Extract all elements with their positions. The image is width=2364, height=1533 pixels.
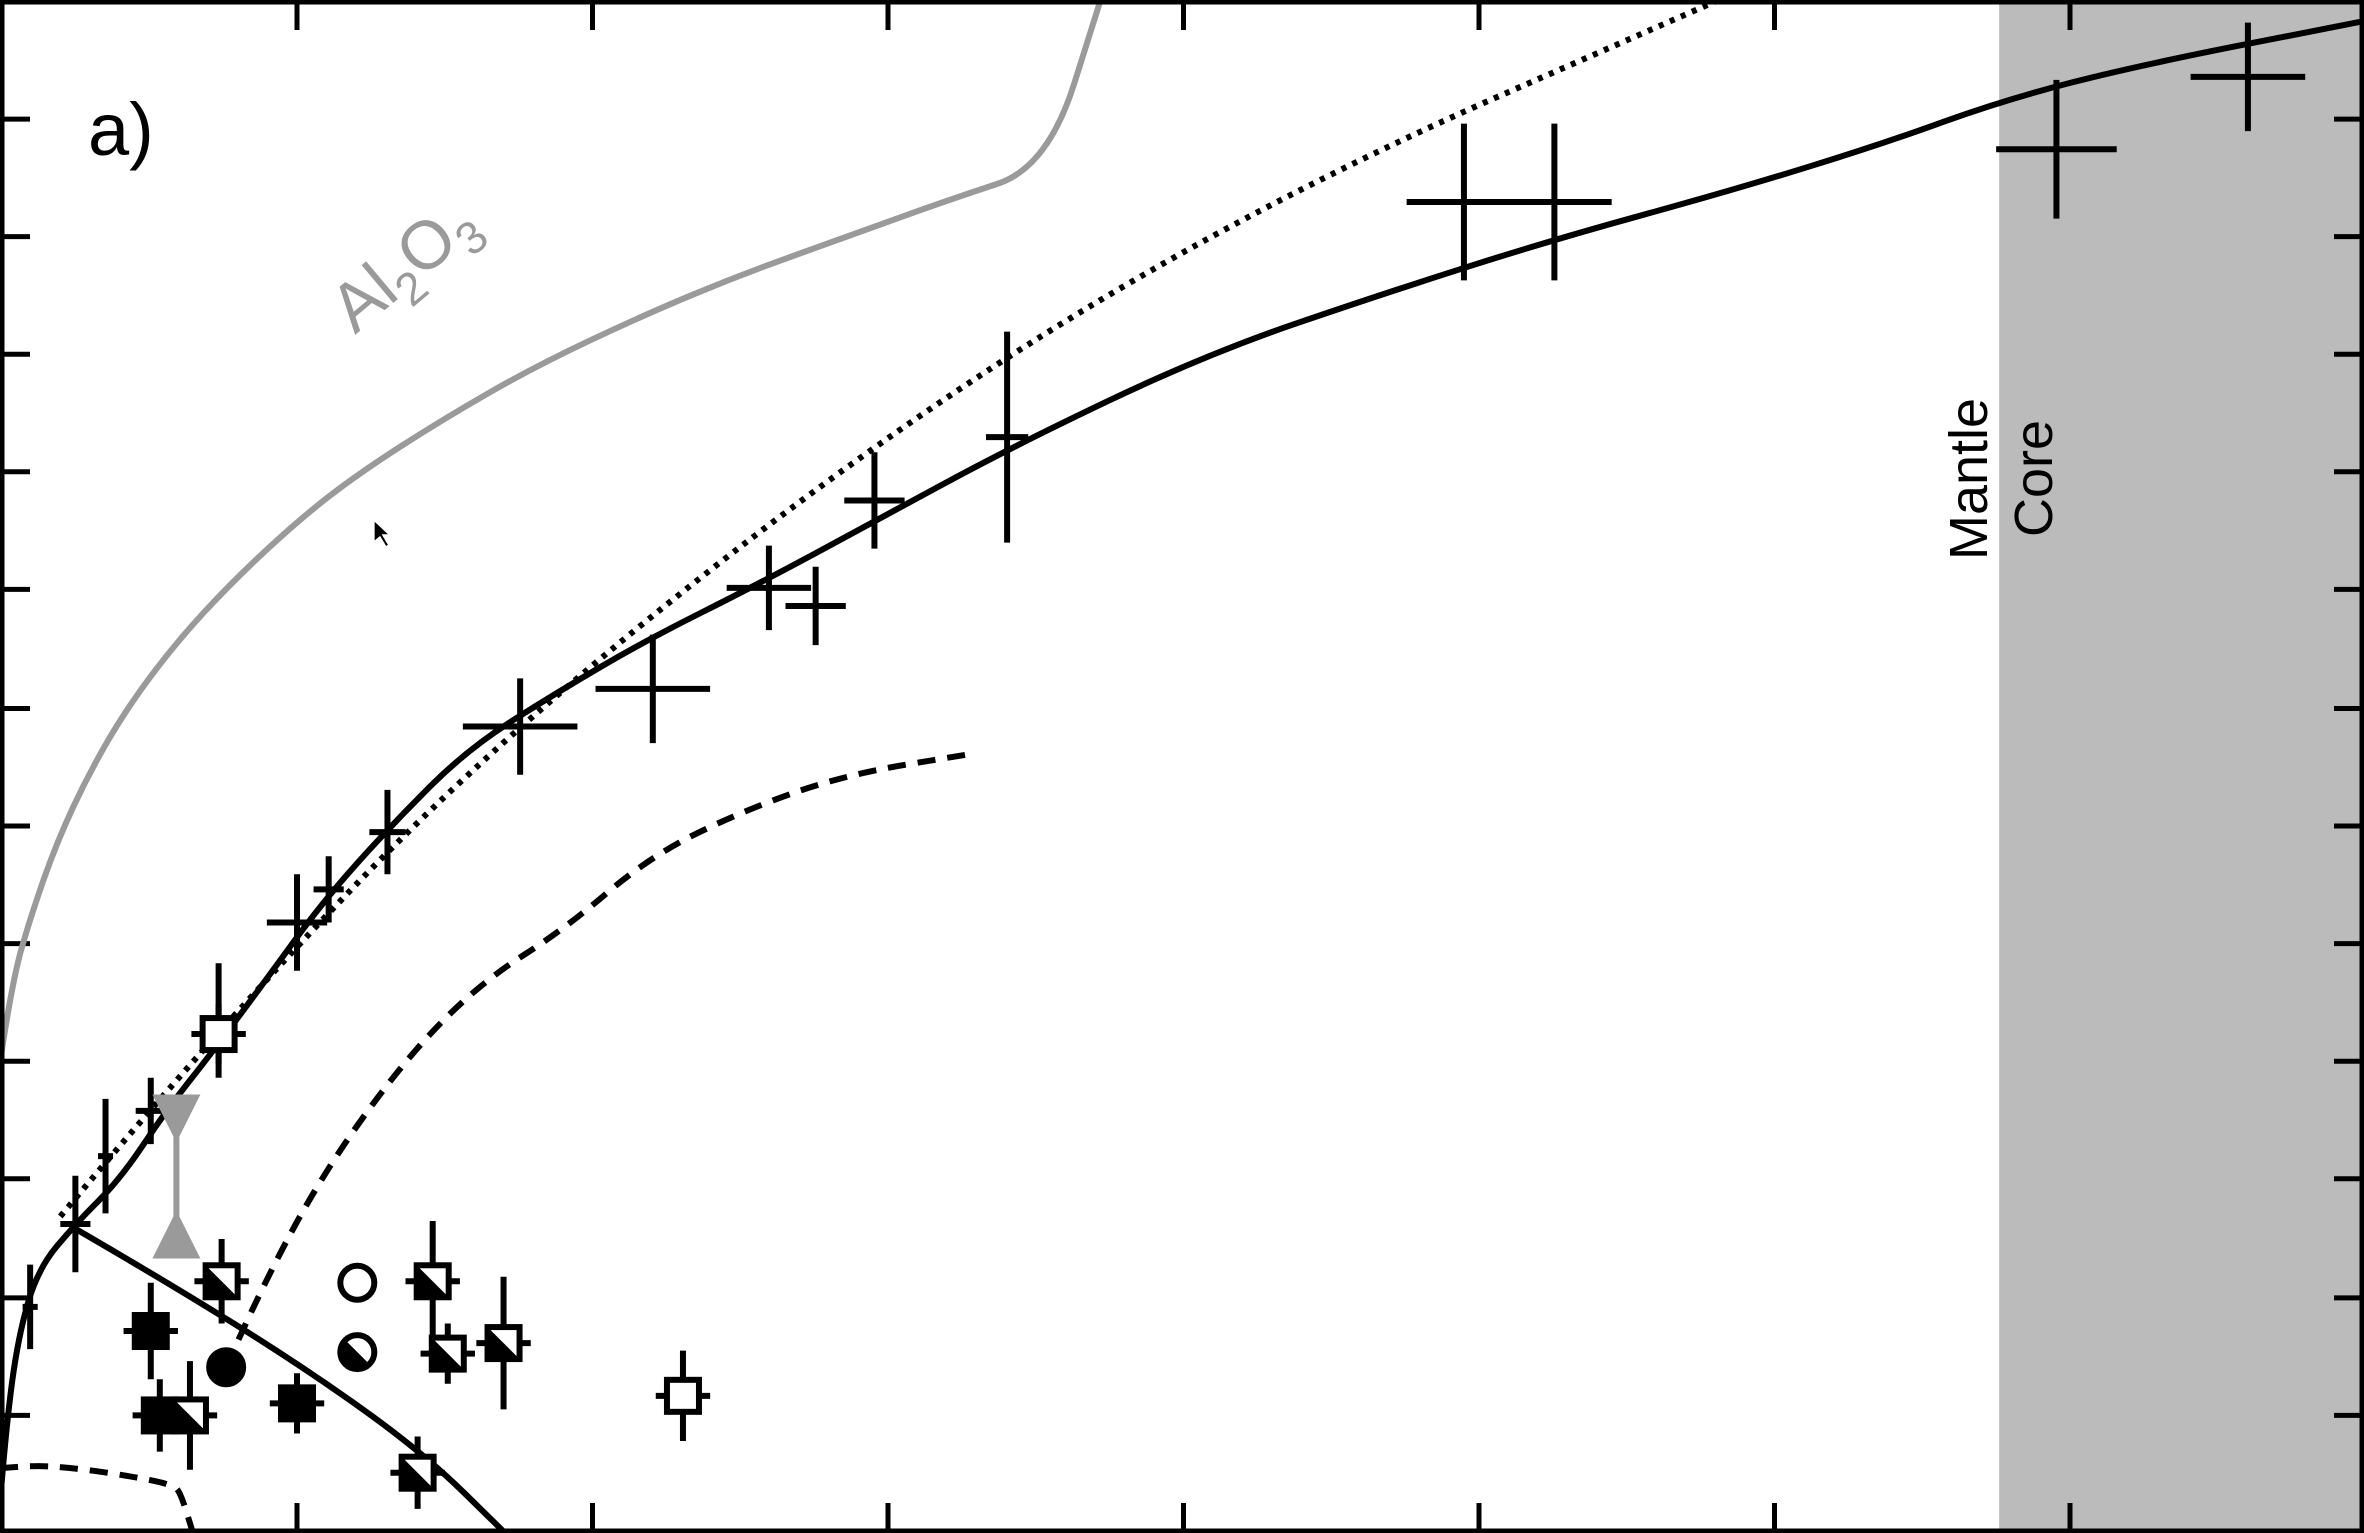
- square-half-fill: [401, 1456, 434, 1489]
- triangle-marker-down: [152, 1094, 201, 1143]
- square-half-fill: [416, 1265, 449, 1298]
- square-body: [131, 1312, 170, 1351]
- square-body: [199, 1015, 238, 1054]
- curve-1-solid: [0, 0, 1104, 1066]
- square-half-fill: [205, 1265, 238, 1298]
- error-bar-point: [595, 634, 711, 744]
- error-bar-point: [97, 1098, 114, 1214]
- circle-marker-half: [337, 1332, 378, 1373]
- error-bar-point: [986, 331, 1029, 543]
- curve-5-dashed: [0, 1463, 196, 1533]
- error-bar-point: [2190, 22, 2306, 132]
- circle-body: [337, 1262, 378, 1303]
- square-half-fill: [487, 1327, 520, 1360]
- error-bar-point: [462, 678, 578, 775]
- square-marker-half: [405, 1220, 460, 1342]
- square-marker-half: [390, 1436, 445, 1509]
- square-marker-half: [476, 1276, 531, 1410]
- circle-half-fill: [340, 1340, 370, 1369]
- error-bar-point: [266, 874, 328, 971]
- error-bar-point: [60, 1175, 91, 1273]
- triangle-marker-up: [152, 1210, 201, 1259]
- error-bar-point: [844, 452, 905, 549]
- square-marker-open: [655, 1350, 711, 1442]
- error-bar-point: [785, 566, 846, 646]
- square-marker-half: [194, 1239, 249, 1324]
- square-marker-open: [191, 1003, 246, 1065]
- square-body: [663, 1376, 702, 1415]
- square-half-fill: [173, 1399, 206, 1432]
- error-bar-point: [369, 789, 406, 875]
- square-marker-half: [420, 1323, 475, 1384]
- circle-marker-open: [337, 1262, 378, 1303]
- circle-body: [206, 1347, 247, 1388]
- square-marker-solid: [269, 1373, 325, 1434]
- square-half-fill: [431, 1337, 464, 1370]
- square-marker-solid: [123, 1282, 178, 1380]
- core-label: Core: [2004, 420, 2064, 537]
- error-bar-point: [726, 545, 812, 631]
- error-bar-point: [1996, 79, 2117, 219]
- data-markers: [22, 22, 2306, 1509]
- error-bar-point: [313, 856, 344, 923]
- error-bar-point: [1497, 123, 1612, 281]
- error-bar-point: [22, 1264, 38, 1350]
- square-body: [278, 1384, 317, 1423]
- panel-label: a): [88, 88, 154, 171]
- circle-marker-solid: [206, 1347, 247, 1388]
- mantle-label: Mantle: [1939, 398, 1999, 560]
- mouse-cursor-icon: [373, 518, 392, 549]
- core-region-band: [1999, 0, 2364, 1533]
- square-marker-half: [162, 1361, 218, 1470]
- curve-2-solid: [0, 18, 2364, 1506]
- curve-4-dashed: [223, 750, 973, 1369]
